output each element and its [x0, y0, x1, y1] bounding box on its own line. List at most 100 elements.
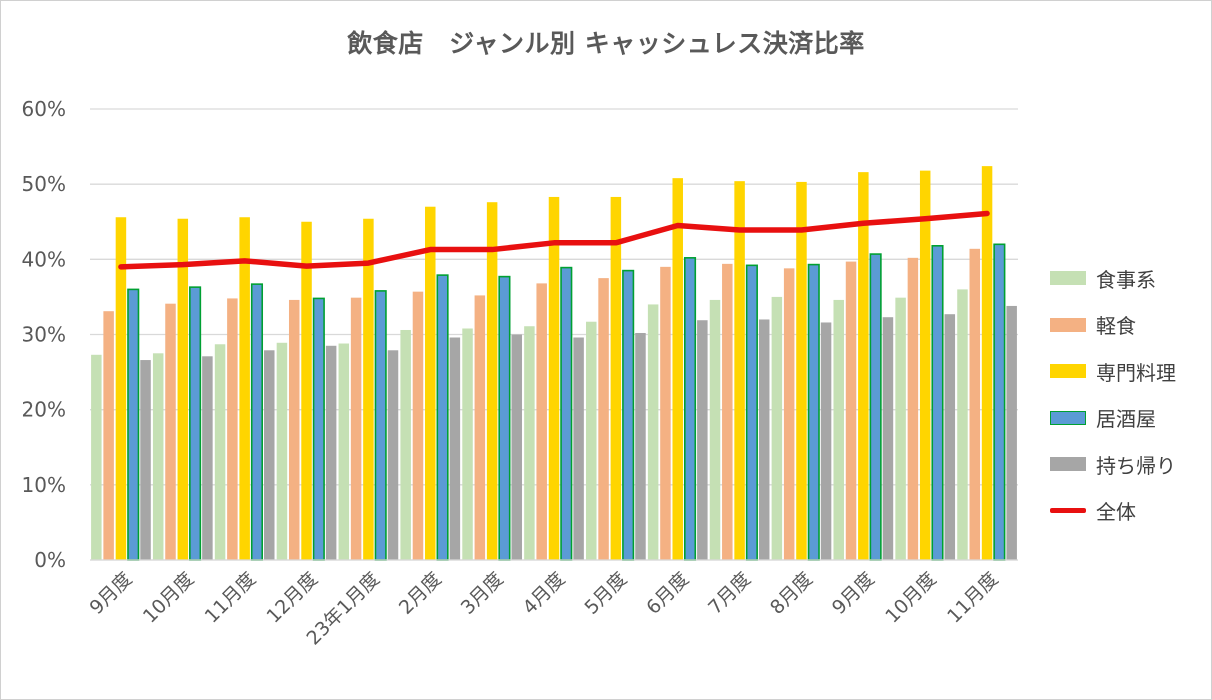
bar-食事系: [833, 299, 844, 560]
y-tick-label: 10%: [22, 473, 66, 497]
bar-軽食: [350, 297, 362, 560]
y-tick-label: 60%: [22, 97, 66, 121]
bar-持ち帰り: [758, 319, 770, 560]
bar-専門料理: [734, 181, 745, 560]
bar-持ち帰り: [573, 337, 584, 560]
y-axis-ticks: 0% 10% 20% 30% 40% 50% 60%: [22, 97, 66, 572]
bar-持ち帰り: [1006, 305, 1017, 560]
x-tick-label: 11月度: [201, 568, 261, 628]
legend-item: 持ち帰り: [1050, 441, 1210, 488]
chart-title: 飲食店 ジャンル別 キャッシュレス決済比率: [347, 29, 865, 58]
bar-専門料理: [610, 196, 622, 560]
bar-持ち帰り: [820, 322, 832, 560]
bar-居酒屋: [436, 274, 449, 561]
bar-食事系: [895, 297, 906, 560]
bar-持ち帰り: [387, 350, 399, 560]
bar-series: [91, 166, 1017, 561]
bar-軽食: [969, 248, 981, 560]
x-tick-label: 3月度: [457, 568, 508, 619]
legend-label: 専門料理: [1096, 360, 1176, 385]
bar-居酒屋: [807, 263, 820, 561]
legend-item: 食事系: [1050, 255, 1210, 302]
y-tick-label: 20%: [22, 398, 66, 422]
bar-食事系: [91, 354, 102, 560]
bar-食事系: [524, 326, 535, 560]
bar-持ち帰り: [882, 317, 894, 560]
bar-居酒屋: [745, 264, 758, 561]
legend-item: 居酒屋: [1050, 395, 1210, 442]
bar-居酒屋: [931, 245, 944, 561]
bar-専門料理: [363, 218, 374, 560]
bar-食事系: [152, 353, 164, 560]
bar-持ち帰り: [511, 334, 522, 560]
line-series: [118, 210, 990, 270]
bar-食事系: [586, 321, 597, 560]
bar-居酒屋: [869, 253, 882, 561]
bar-専門料理: [858, 172, 869, 560]
legend-swatch: [1050, 508, 1086, 514]
x-tick-label: 9月度: [828, 568, 879, 619]
bar-軽食: [907, 257, 919, 560]
bar-食事系: [771, 296, 783, 560]
legend-label: 食事系: [1096, 267, 1156, 292]
legend-label: 持ち帰り: [1096, 453, 1176, 478]
legend-swatch: [1050, 410, 1086, 425]
bar-軽食: [227, 298, 238, 560]
bar-食事系: [647, 304, 659, 560]
bar-専門料理: [301, 221, 312, 560]
bar-食事系: [338, 343, 350, 560]
bar-軽食: [474, 295, 486, 560]
bar-持ち帰り: [264, 350, 275, 560]
bar-持ち帰り: [140, 360, 151, 560]
x-tick-label: 8月度: [766, 568, 817, 619]
bar-居酒屋: [683, 257, 697, 561]
bar-食事系: [462, 328, 473, 560]
bar-持ち帰り: [635, 332, 646, 560]
bar-専門料理: [115, 217, 127, 561]
bar-持ち帰り: [944, 314, 956, 560]
x-tick-label: 6月度: [642, 568, 693, 619]
line-全体: [118, 210, 990, 270]
bar-食事系: [400, 329, 411, 560]
bar-居酒屋: [189, 286, 202, 561]
bar-軽食: [288, 299, 300, 560]
bar-居酒屋: [374, 290, 387, 561]
x-tick-label: 2月度: [395, 568, 446, 619]
y-tick-label: 50%: [22, 172, 66, 196]
bar-食事系: [276, 342, 288, 560]
legend-label: 全体: [1096, 500, 1136, 525]
y-tick-label: 40%: [22, 247, 66, 271]
bar-持ち帰り: [449, 337, 461, 560]
bar-持ち帰り: [697, 320, 708, 560]
bar-食事系: [214, 344, 226, 560]
x-tick-label: 10月度: [139, 568, 199, 628]
bar-軽食: [103, 311, 114, 560]
legend-item: 全体: [1050, 488, 1210, 535]
legend-item: 専門料理: [1050, 348, 1210, 395]
bar-軽食: [783, 268, 795, 560]
bar-居酒屋: [127, 288, 140, 561]
bar-軽食: [722, 263, 733, 560]
bar-食事系: [709, 299, 721, 560]
legend-item: 軽食: [1050, 302, 1210, 349]
bar-専門料理: [425, 206, 436, 560]
bar-専門料理: [177, 218, 189, 560]
bar-持ち帰り: [202, 356, 213, 560]
legend-swatch: [1050, 364, 1086, 379]
x-tick-label: 7月度: [704, 568, 755, 619]
x-tick-label: 5月度: [580, 568, 631, 619]
bar-専門料理: [981, 166, 993, 561]
y-tick-label: 30%: [22, 323, 66, 347]
bar-居酒屋: [993, 243, 1006, 561]
legend-swatch: [1050, 317, 1086, 332]
x-tick-label: 9月度: [85, 568, 136, 619]
bar-軽食: [845, 261, 857, 560]
bar-専門料理: [548, 196, 560, 560]
bar-専門料理: [672, 178, 683, 561]
legend-label: 軽食: [1096, 314, 1136, 339]
bar-軽食: [412, 291, 424, 560]
bar-軽食: [660, 266, 671, 560]
bar-専門料理: [239, 217, 250, 561]
bar-居酒屋: [622, 269, 635, 561]
